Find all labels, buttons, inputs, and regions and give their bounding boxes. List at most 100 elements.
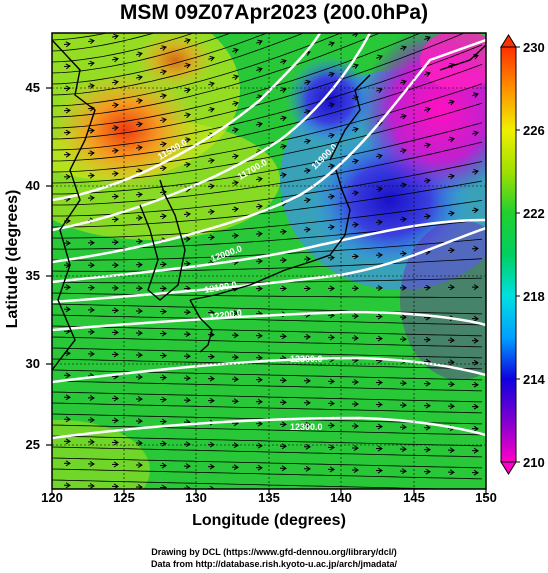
- colorbar-tick-label: 222: [523, 206, 545, 221]
- wind-arrow: [183, 161, 191, 168]
- wind-arrow: [111, 351, 119, 358]
- wind-arrow: [399, 284, 407, 291]
- wind-arrow: [327, 334, 335, 341]
- wind-arrow: [471, 284, 479, 290]
- wind-arrow: [63, 482, 71, 489]
- wind-arrow: [327, 400, 335, 407]
- streamline: [52, 33, 342, 107]
- wind-arrow: [400, 113, 407, 120]
- wind-arrow: [256, 121, 263, 128]
- credit-line-2: Data from http://database.rish.kyoto-u.a…: [150, 559, 398, 569]
- wind-arrow: [399, 380, 407, 387]
- wind-arrow: [399, 468, 407, 475]
- streamline: [52, 141, 483, 206]
- streamline: [52, 435, 483, 447]
- wind-arrow: [423, 468, 431, 475]
- wind-arrow: [111, 193, 119, 200]
- wind-arrow: [111, 395, 119, 402]
- y-tick-label: 30: [25, 356, 40, 371]
- wind-arrow: [279, 377, 287, 384]
- wind-arrow: [183, 463, 191, 470]
- wind-arrow: [87, 328, 95, 335]
- wind-arrow: [375, 423, 383, 430]
- axis-ticks: [46, 87, 487, 495]
- wind-arrow: [87, 127, 95, 134]
- streamline: [52, 44, 483, 151]
- wind-arrow: [399, 336, 407, 343]
- wind-arrow: [352, 158, 359, 165]
- wind-arrow: [327, 444, 335, 451]
- wind-arrow: [207, 208, 215, 215]
- wind-arrow: [159, 308, 167, 315]
- wind-arrow: [183, 236, 191, 242]
- wind-arrow: [136, 51, 143, 58]
- wind-arrow: [159, 352, 167, 359]
- wind-arrow: [231, 180, 239, 186]
- wind-arrow: [447, 381, 455, 388]
- wind-arrow: [184, 62, 191, 69]
- wind-arrow: [111, 483, 119, 489]
- wind-arrow: [135, 462, 143, 468]
- wind-arrow: [399, 250, 407, 257]
- wind-arrow: [87, 262, 95, 269]
- wind-arrow: [231, 310, 239, 317]
- streamline: [52, 358, 483, 370]
- wind-arrow: [399, 216, 407, 223]
- wind-arrow: [208, 106, 215, 113]
- wind-arrow: [87, 284, 95, 291]
- wind-arrow: [351, 445, 359, 451]
- wind-arrow: [448, 62, 455, 69]
- streamline: [52, 457, 483, 469]
- colorbar-tick-label: 226: [523, 123, 545, 138]
- streamline: [52, 258, 483, 272]
- streamline: [52, 314, 483, 326]
- colorbar-tick-label: 210: [523, 455, 545, 470]
- wind-arrow: [159, 462, 167, 469]
- wind-arrow: [447, 447, 455, 454]
- wind-arrow: [231, 354, 239, 361]
- wind-arrow: [376, 54, 383, 61]
- streamline: [52, 33, 466, 140]
- wind-arrow: [376, 87, 383, 94]
- wind-arrow: [63, 438, 71, 445]
- x-tick-label: 140: [330, 490, 352, 505]
- wind-arrow: [328, 132, 335, 139]
- wind-arrow: [63, 107, 71, 114]
- wind-arrow: [159, 484, 167, 489]
- streamline: [52, 64, 483, 162]
- wind-arrow: [399, 314, 407, 321]
- streamline: [52, 336, 483, 348]
- wind-arrow: [448, 136, 455, 143]
- wind-arrow: [256, 66, 263, 73]
- wind-arrow: [280, 87, 287, 93]
- wind-arrow: [423, 446, 431, 453]
- wind-arrow: [184, 38, 191, 44]
- wind-arrow: [111, 307, 119, 314]
- streamline: [52, 369, 483, 381]
- wind-arrow: [159, 285, 167, 292]
- wind-arrow: [111, 461, 119, 468]
- wind-arrow: [424, 35, 431, 42]
- wind-arrow: [447, 359, 455, 366]
- x-tick-label: 130: [185, 490, 207, 505]
- wind-arrow: [136, 74, 143, 81]
- streamline: [52, 391, 483, 403]
- wind-arrow: [159, 261, 167, 268]
- wind-arrow: [232, 127, 239, 133]
- wind-arrow: [279, 228, 287, 235]
- wind-arrow: [399, 424, 407, 431]
- wind-arrow: [135, 352, 143, 358]
- wind-arrow: [87, 306, 95, 313]
- wind-arrow: [112, 56, 119, 63]
- streamline: [52, 33, 305, 96]
- x-axis-label: Longitude (degrees): [192, 512, 346, 529]
- wind-arrow: [255, 176, 263, 183]
- wind-arrow: [63, 284, 71, 291]
- streamline: [52, 33, 195, 63]
- wind-arrow: [183, 441, 191, 448]
- wind-arrow: [351, 335, 359, 341]
- wind-arrow: [328, 41, 335, 47]
- wind-arrow: [111, 439, 119, 446]
- wind-arrow: [255, 203, 263, 210]
- wind-arrow: [87, 239, 95, 246]
